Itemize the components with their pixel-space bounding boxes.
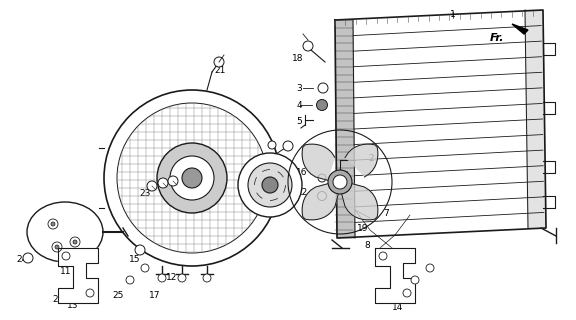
Text: 14: 14 xyxy=(392,303,404,313)
Circle shape xyxy=(379,252,387,260)
Circle shape xyxy=(214,57,224,67)
Circle shape xyxy=(104,90,280,266)
Text: 7: 7 xyxy=(383,209,389,218)
Circle shape xyxy=(170,156,214,200)
Circle shape xyxy=(248,163,292,207)
Circle shape xyxy=(73,240,77,244)
Circle shape xyxy=(126,276,134,284)
Circle shape xyxy=(318,83,328,93)
Circle shape xyxy=(328,170,352,194)
Circle shape xyxy=(283,141,293,151)
Text: 6: 6 xyxy=(389,251,395,260)
Circle shape xyxy=(147,181,157,191)
Circle shape xyxy=(333,175,347,189)
Circle shape xyxy=(303,41,313,51)
Circle shape xyxy=(51,222,55,226)
Text: 4: 4 xyxy=(296,100,302,109)
Circle shape xyxy=(238,153,302,217)
Circle shape xyxy=(318,174,326,182)
Circle shape xyxy=(158,274,166,282)
Circle shape xyxy=(316,100,328,110)
Polygon shape xyxy=(58,248,98,303)
Text: 15: 15 xyxy=(129,255,141,265)
Circle shape xyxy=(317,191,327,201)
Circle shape xyxy=(182,168,202,188)
Text: 2: 2 xyxy=(368,154,374,163)
Circle shape xyxy=(141,264,149,272)
Circle shape xyxy=(86,289,94,297)
Circle shape xyxy=(52,242,62,252)
Circle shape xyxy=(203,274,211,282)
Text: 12: 12 xyxy=(166,274,177,283)
Text: 5: 5 xyxy=(296,116,302,125)
Circle shape xyxy=(157,143,227,213)
Text: 1: 1 xyxy=(450,10,456,19)
Circle shape xyxy=(158,178,168,188)
Text: Fr.: Fr. xyxy=(490,33,505,43)
Text: 23: 23 xyxy=(139,188,151,197)
Polygon shape xyxy=(342,184,378,220)
Circle shape xyxy=(48,219,58,229)
Circle shape xyxy=(262,177,278,193)
Text: 18: 18 xyxy=(292,53,304,62)
Circle shape xyxy=(55,245,59,249)
Circle shape xyxy=(70,237,80,247)
Text: 11: 11 xyxy=(60,268,72,276)
Polygon shape xyxy=(512,24,528,34)
Ellipse shape xyxy=(27,202,103,262)
Text: 9: 9 xyxy=(169,190,175,199)
Circle shape xyxy=(178,274,186,282)
Text: 10: 10 xyxy=(176,179,188,188)
Circle shape xyxy=(403,289,411,297)
Text: 22: 22 xyxy=(297,188,308,196)
Circle shape xyxy=(135,245,145,255)
Circle shape xyxy=(426,264,434,272)
Polygon shape xyxy=(302,184,338,220)
Text: 25: 25 xyxy=(112,291,124,300)
Circle shape xyxy=(268,141,276,149)
Text: 24: 24 xyxy=(16,255,28,265)
Polygon shape xyxy=(375,248,415,303)
Polygon shape xyxy=(335,20,355,238)
Text: 8: 8 xyxy=(364,241,370,250)
Text: 19: 19 xyxy=(357,223,369,233)
Text: 20: 20 xyxy=(52,295,64,305)
Text: 16: 16 xyxy=(296,167,308,177)
Text: 13: 13 xyxy=(67,300,79,309)
Circle shape xyxy=(23,253,33,263)
Text: 21: 21 xyxy=(214,66,226,75)
Text: 17: 17 xyxy=(149,291,161,300)
Circle shape xyxy=(411,276,419,284)
Circle shape xyxy=(62,252,70,260)
Polygon shape xyxy=(525,10,546,228)
Circle shape xyxy=(168,176,178,186)
Text: 3: 3 xyxy=(296,84,302,92)
